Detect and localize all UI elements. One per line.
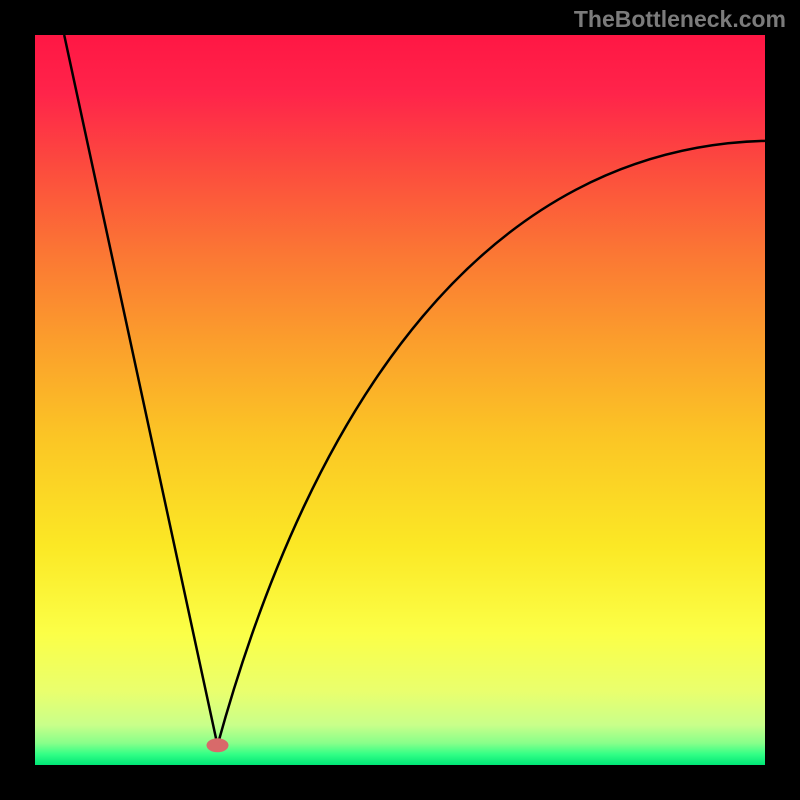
optimum-marker: [207, 738, 229, 752]
plot-area: [35, 35, 765, 765]
bottleneck-chart: [35, 35, 765, 765]
watermark-text: TheBottleneck.com: [574, 6, 786, 33]
gradient-background: [35, 35, 765, 765]
